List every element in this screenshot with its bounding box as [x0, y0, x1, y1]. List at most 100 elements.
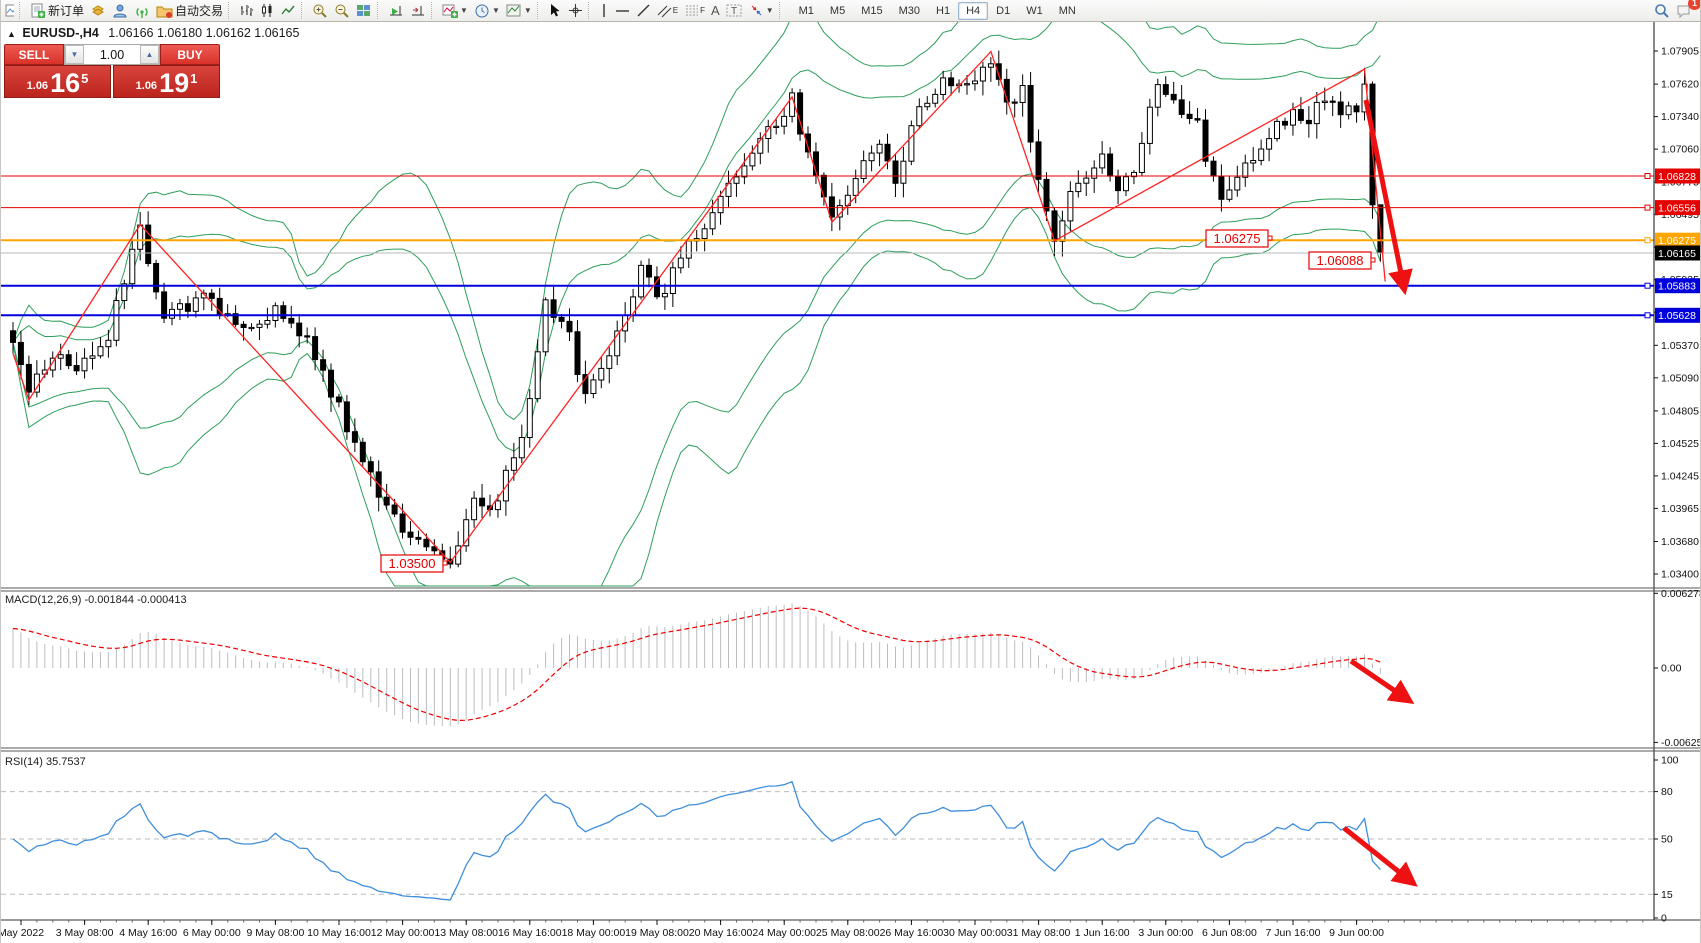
caret-down-icon: ▼ — [765, 6, 774, 15]
volume-decrease-button[interactable]: ▼ — [65, 45, 84, 64]
cursor-tool-icon[interactable] — [545, 1, 565, 20]
time-axis[interactable]: May 2022 3 May 08:00 4 May 16:00 6 May 00:0… — [1, 919, 1701, 939]
svg-text:26 May 16:00: 26 May 16:00 — [880, 927, 944, 939]
svg-text:1.04245: 1.04245 — [1661, 470, 1699, 482]
add-indicator-button[interactable]: ▼ — [439, 1, 471, 20]
pane-separators[interactable] — [1, 587, 1701, 752]
timeframe-m1[interactable]: M1 — [798, 4, 814, 17]
line-chart-mode-icon[interactable] — [278, 1, 299, 20]
svg-text:1.04525: 1.04525 — [1661, 438, 1699, 450]
svg-text:9 May 08:00: 9 May 08:00 — [247, 927, 305, 939]
svg-text:1.05883: 1.05883 — [1658, 281, 1696, 293]
chart-shift-icon[interactable] — [407, 1, 429, 20]
macd-header: MACD(12,26,9) -0.001844 -0.000413 — [5, 594, 187, 606]
collapse-arrow-icon[interactable]: ▲ — [7, 29, 16, 39]
notifications-button[interactable]: 1 — [1673, 0, 1700, 20]
rsi-header: RSI(14) 35.7537 — [5, 756, 86, 768]
horizontal-line-tool-icon[interactable] — [612, 1, 633, 20]
svg-text:6 Jun 08:00: 6 Jun 08:00 — [1202, 927, 1257, 939]
timeframe-h4[interactable]: H4 — [958, 1, 989, 20]
price-labels[interactable]: 1.06275 1.06088 1.03500 — [380, 229, 1376, 573]
sell-price-display[interactable]: 1.06 16 5 — [4, 65, 111, 98]
svg-text:20 May 16:00: 20 May 16:00 — [689, 927, 753, 939]
buy-button[interactable]: BUY — [160, 44, 220, 65]
symbol-name: EURUSD-,H4 — [22, 26, 99, 40]
tile-windows-icon[interactable] — [353, 1, 375, 20]
toolbar-separator — [19, 2, 25, 19]
timeframe-d1[interactable]: D1 — [996, 4, 1011, 17]
trend-arrows[interactable] — [1342, 99, 1418, 887]
svg-text:16 May 16:00: 16 May 16:00 — [498, 927, 562, 939]
svg-text:1.05628: 1.05628 — [1658, 310, 1696, 322]
volume-field: ▼ 1.00 ▲ — [64, 44, 160, 65]
text-label-tool-icon[interactable]: T — [723, 1, 746, 20]
buy-price-display[interactable]: 1.06 19 1 — [113, 65, 220, 98]
signal-icon[interactable] — [131, 1, 153, 20]
svg-text:6 May 00:00: 6 May 00:00 — [183, 927, 241, 939]
vertical-line-tool-icon[interactable] — [596, 1, 612, 20]
arrows-tool-icon[interactable]: ▼ — [746, 1, 777, 20]
main-toolbar: 新订单 自动交易 ▼ ▼ ▼ E F A T ▼ M1 M5 M15 M30 H… — [1, 0, 1700, 22]
svg-text:7 Jun 16:00: 7 Jun 16:00 — [1266, 927, 1321, 939]
zoom-out-icon[interactable] — [331, 1, 353, 20]
timeframe-h1[interactable]: H1 — [936, 4, 951, 17]
toolbar-separator — [301, 2, 307, 19]
volume-increase-button[interactable]: ▲ — [140, 45, 159, 64]
svg-text:13 May 08:00: 13 May 08:00 — [434, 927, 498, 939]
timeframe-toolbar: M1 M5 M15 M30 H1 H4 D1 W1 MN — [791, 1, 1084, 20]
svg-text:30 May 00:00: 30 May 00:00 — [943, 927, 1007, 939]
svg-text:1.06165: 1.06165 — [1658, 248, 1696, 260]
svg-text:1.07060: 1.07060 — [1661, 144, 1699, 156]
bar-chart-mode-icon[interactable] — [236, 1, 257, 20]
svg-text:1.07905: 1.07905 — [1661, 46, 1699, 58]
svg-text:1.05090: 1.05090 — [1661, 372, 1699, 384]
svg-text:T: T — [731, 6, 737, 17]
svg-text:1.03500: 1.03500 — [389, 556, 436, 571]
profile-icon[interactable] — [109, 1, 131, 20]
new-order-button[interactable]: 新订单 — [27, 1, 87, 20]
candlestick-mode-icon[interactable] — [257, 1, 278, 20]
toolbar-separator — [228, 2, 234, 19]
timeframe-m5[interactable]: M5 — [829, 4, 846, 17]
svg-text:0.00: 0.00 — [1661, 663, 1682, 675]
timeframe-m15[interactable]: M15 — [861, 4, 883, 17]
auto-scroll-icon[interactable] — [385, 1, 407, 20]
sell-button[interactable]: SELL — [4, 44, 64, 65]
channel-tool-icon[interactable]: E — [654, 1, 681, 20]
timeframe-m30[interactable]: M30 — [898, 4, 920, 17]
svg-text:1.06828: 1.06828 — [1658, 171, 1696, 183]
svg-text:50: 50 — [1661, 834, 1673, 846]
svg-text:9 Jun 00:00: 9 Jun 00:00 — [1329, 927, 1384, 939]
price-axis[interactable]: 1.079051.076201.073401.070601.067751.064… — [1653, 21, 1701, 920]
volume-value[interactable]: 1.00 — [99, 47, 125, 62]
svg-text:4 May 16:00: 4 May 16:00 — [119, 927, 177, 939]
crosshair-tool-icon[interactable] — [565, 1, 586, 20]
auto-trading-button[interactable]: 自动交易 — [153, 1, 226, 20]
svg-text:80: 80 — [1661, 786, 1673, 798]
svg-text:10 May 16:00: 10 May 16:00 — [307, 927, 371, 939]
horizontal-lines[interactable] — [1, 173, 1654, 319]
svg-text:15: 15 — [1661, 889, 1673, 901]
timeframe-w1[interactable]: W1 — [1026, 4, 1043, 17]
caret-down-icon: ▼ — [523, 6, 532, 15]
chart-window-icon[interactable] — [1, 1, 17, 20]
svg-text:100: 100 — [1661, 755, 1679, 767]
periods-button[interactable]: ▼ — [471, 1, 503, 20]
svg-text:0.006278: 0.006278 — [1661, 588, 1701, 600]
search-icon[interactable] — [1651, 1, 1673, 20]
text-tool-icon[interactable]: A — [711, 3, 720, 18]
market-watch-icon[interactable] — [87, 1, 109, 20]
trendline-tool-icon[interactable] — [633, 1, 654, 20]
auto-trading-label: 自动交易 — [175, 4, 224, 18]
svg-text:1.03680: 1.03680 — [1661, 536, 1699, 548]
timeframe-mn[interactable]: MN — [1058, 4, 1076, 17]
toolbar-separator — [587, 2, 594, 19]
templates-button[interactable]: ▼ — [503, 1, 535, 20]
svg-text:3 May 08:00: 3 May 08:00 — [56, 927, 114, 939]
fibonacci-tool-icon[interactable]: F — [681, 1, 708, 20]
zoom-in-icon[interactable] — [309, 1, 331, 20]
svg-text:1.05370: 1.05370 — [1661, 340, 1699, 352]
svg-text:18 May 00:00: 18 May 00:00 — [562, 927, 626, 939]
